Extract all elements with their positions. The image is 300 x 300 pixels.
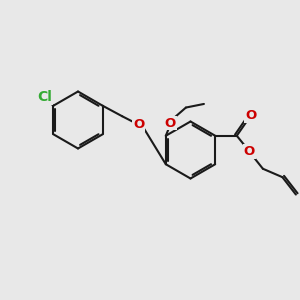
Text: O: O [244, 145, 255, 158]
Text: O: O [165, 117, 176, 130]
Text: O: O [133, 118, 144, 131]
Text: Cl: Cl [38, 90, 52, 104]
Text: O: O [245, 109, 256, 122]
